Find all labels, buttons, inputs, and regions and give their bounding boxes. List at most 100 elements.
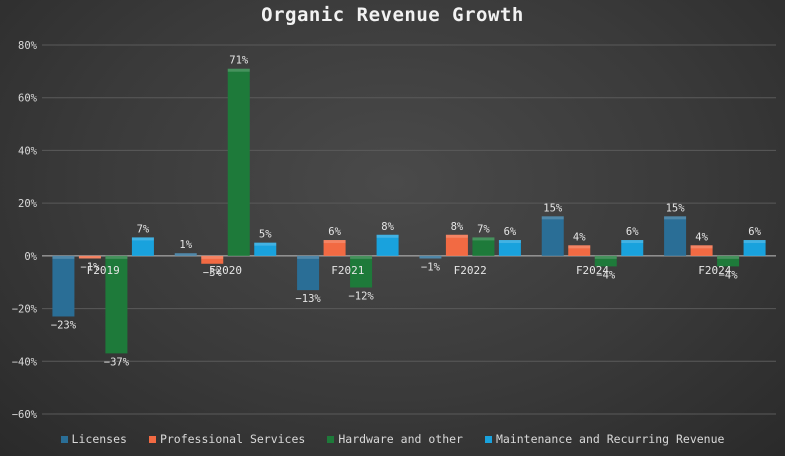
x-category-label: F2022	[454, 264, 487, 277]
data-label: 7%	[137, 223, 150, 235]
bar	[131, 237, 154, 256]
data-label: −4%	[719, 269, 739, 281]
y-tick-label: 20%	[18, 198, 38, 210]
data-label: 6%	[626, 226, 639, 238]
data-label: −1%	[80, 261, 100, 273]
data-label: 5%	[259, 229, 272, 241]
bar	[419, 255, 442, 259]
x-category-label: F2021	[331, 264, 364, 277]
data-label: −23%	[51, 319, 77, 331]
data-label: 1%	[179, 239, 192, 251]
data-label: 4%	[695, 231, 708, 243]
data-label: −3%	[203, 267, 223, 279]
x-category-label: F2019	[87, 264, 120, 277]
bar-highlight	[621, 240, 644, 244]
data-label: −1%	[421, 261, 441, 273]
bar-highlight	[350, 255, 373, 259]
bar-highlight	[541, 216, 564, 220]
bar-highlight	[201, 255, 224, 259]
bar-highlight	[568, 245, 591, 249]
bar	[78, 255, 101, 259]
bar	[743, 240, 766, 256]
legend-item: Maintenance and Recurring Revenue	[484, 432, 724, 446]
data-label: 8%	[381, 221, 394, 233]
legend-swatch	[148, 435, 156, 443]
data-label: −13%	[295, 293, 321, 305]
bar-highlight	[472, 237, 495, 241]
bar	[690, 245, 713, 256]
y-tick-label: −40%	[12, 356, 38, 368]
y-tick-label: 0%	[24, 251, 37, 263]
bar	[594, 255, 617, 267]
bar	[568, 245, 591, 256]
bar-highlight	[297, 255, 320, 259]
bar	[445, 234, 468, 256]
legend-item: Professional Services	[148, 432, 306, 446]
bar-highlight	[445, 234, 468, 238]
bar-highlight	[131, 237, 154, 241]
legend-label: Professional Services	[159, 432, 306, 446]
y-tick-label: 60%	[18, 93, 38, 105]
chart-title: Organic Revenue Growth	[261, 4, 524, 26]
bar	[621, 240, 644, 256]
bar	[297, 255, 320, 291]
bars	[52, 68, 766, 354]
data-label: −37%	[104, 356, 130, 368]
legend-item: Hardware and other	[327, 432, 463, 446]
x-category-label: F2024	[576, 264, 609, 277]
bar	[350, 255, 373, 288]
bar-highlight	[498, 240, 521, 244]
bar-highlight	[323, 240, 346, 244]
data-label: 4%	[573, 231, 586, 243]
legend-label: Hardware and other	[338, 432, 463, 446]
y-tick-label: −20%	[12, 304, 38, 316]
data-label: 15%	[666, 202, 686, 214]
bar	[201, 255, 224, 264]
bar	[376, 234, 399, 256]
data-label: 6%	[328, 226, 341, 238]
bar-highlight	[78, 255, 101, 259]
x-category-label: F2020	[209, 264, 242, 277]
data-label: 8%	[451, 221, 464, 233]
data-label: 7%	[477, 223, 490, 235]
bar-highlight	[690, 245, 713, 249]
data-labels: −23% −1% −37% 7% 1% −3% 71% 5% −13% 6% −12% 8% −1% 8%…	[51, 55, 762, 369]
bar	[498, 240, 521, 256]
bar-highlight	[743, 240, 766, 244]
bar-highlight	[105, 255, 128, 259]
bar-highlight	[376, 234, 399, 238]
axis-labels: 80% 60% 40% 20% 0% −20% −40% −60% F2019 F2020 F202…	[12, 40, 732, 421]
bar	[254, 242, 277, 256]
bar	[52, 255, 75, 317]
legend-label: Licenses	[71, 432, 127, 446]
bar	[174, 253, 197, 256]
x-category-label: F2024	[698, 264, 731, 277]
bar	[717, 255, 740, 267]
legend-item: Licenses	[60, 432, 127, 446]
bar-highlight	[52, 255, 75, 259]
bar-highlight	[419, 255, 442, 259]
bar	[541, 216, 564, 256]
y-tick-label: 80%	[18, 40, 38, 52]
data-label: 6%	[504, 226, 517, 238]
bar-highlight	[174, 253, 197, 256]
bar-highlight	[227, 68, 250, 72]
bar-highlight	[594, 255, 617, 259]
data-label: 71%	[229, 55, 249, 67]
y-tick-label: −60%	[12, 409, 38, 421]
bar-highlight	[254, 242, 277, 246]
data-label: 15%	[543, 202, 563, 214]
y-tick-label: 40%	[18, 145, 38, 157]
legend-swatch	[60, 435, 68, 443]
bar	[323, 240, 346, 256]
legend-swatch	[484, 435, 492, 443]
bar-highlight	[717, 255, 740, 259]
gridlines	[42, 44, 776, 415]
data-label: −12%	[348, 290, 374, 302]
bar-highlight	[664, 216, 687, 220]
bar	[105, 255, 128, 354]
bar	[227, 68, 250, 256]
data-label: −4%	[596, 269, 616, 281]
bar	[472, 237, 495, 256]
